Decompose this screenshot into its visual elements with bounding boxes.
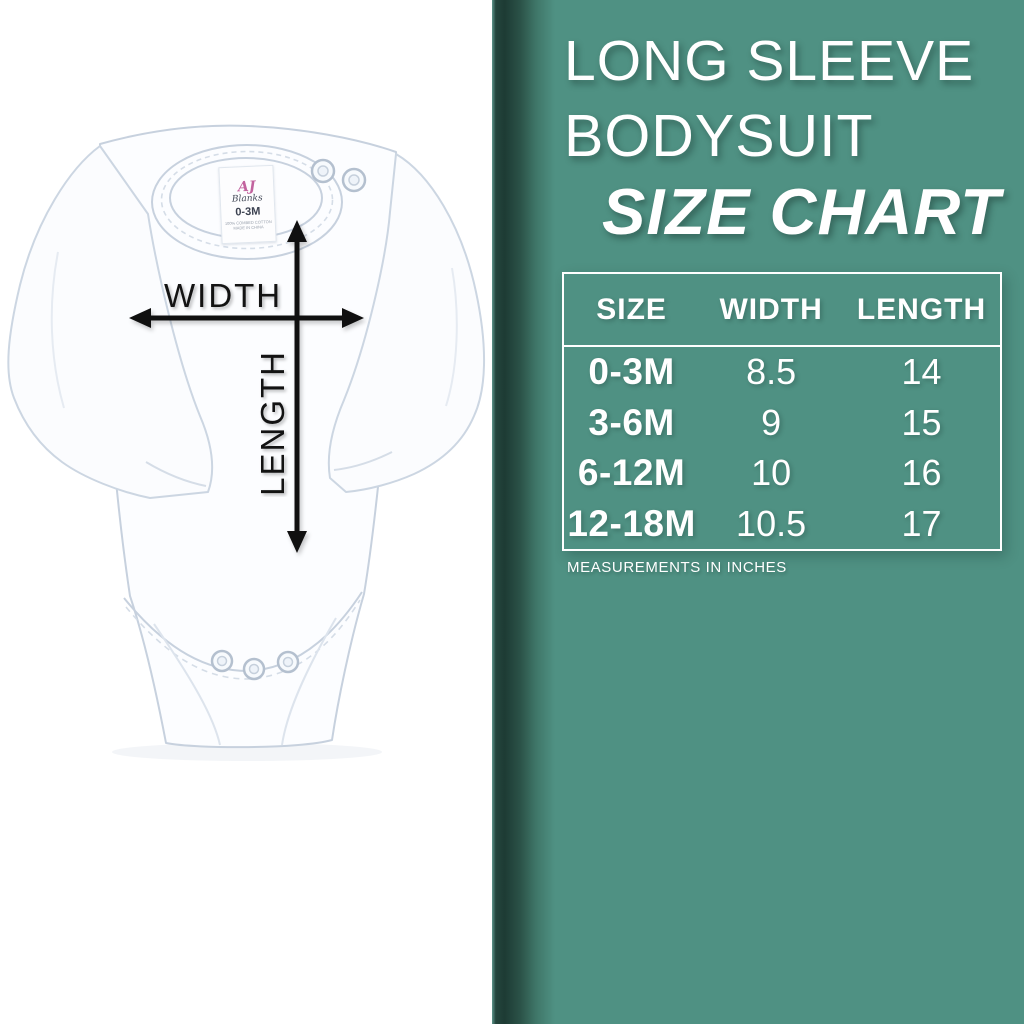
brand-name-text: Blanks xyxy=(231,192,263,205)
width-cell: 10 xyxy=(751,452,792,494)
length-column-header: LENGTH xyxy=(856,292,987,326)
size-table-row: 0-3M 8.5 14 xyxy=(564,347,1000,398)
left-sleeve-wrinkle xyxy=(50,251,65,409)
width-measure-label: WIDTH xyxy=(164,277,283,314)
width-cell: 9 xyxy=(761,401,782,443)
width-cell: 8.5 xyxy=(746,351,797,393)
product-photo-panel: AJ Blanks 0-3M 100% COMBED COTTON MADE I… xyxy=(0,0,492,1024)
title-line-2: BODYSUIT xyxy=(564,103,874,169)
width-arrowhead-left xyxy=(129,308,151,328)
garment-neck-label: AJ Blanks 0-3M 100% COMBED COTTON MADE I… xyxy=(218,164,277,245)
length-cell: 17 xyxy=(901,502,942,544)
right-cuff-fold xyxy=(333,451,393,471)
length-cell: 14 xyxy=(901,351,942,393)
width-column-header: WIDTH xyxy=(719,292,823,326)
label-origin-text: MADE IN CHINA xyxy=(233,223,264,231)
title-line-1: LONG SLEEVE xyxy=(564,29,975,93)
length-cell: 15 xyxy=(901,401,942,443)
length-arrowhead-top xyxy=(287,220,307,242)
size-table-row: 3-6M 9 15 xyxy=(564,398,1000,449)
length-arrowhead-bottom xyxy=(287,531,307,553)
size-chart-panel: LONG SLEEVE BODYSUIT SIZE CHART SIZE WID… xyxy=(492,0,1024,1024)
size-table-header-row: SIZE WIDTH LENGTH xyxy=(564,274,1000,347)
width-arrowhead-right xyxy=(342,308,364,328)
bodysuit-illustration xyxy=(7,124,485,761)
size-cell: 12-18M xyxy=(567,502,696,544)
leg-band-stitching xyxy=(125,599,361,680)
right-sleeve xyxy=(327,153,485,493)
brand-logo-text: AJ xyxy=(237,178,256,195)
neckline-stitching xyxy=(160,150,334,250)
length-measure-text: LENGTH xyxy=(254,350,291,496)
length-cell: 16 xyxy=(901,452,942,494)
measurement-arrows xyxy=(129,220,364,553)
left-cuff-fold xyxy=(145,461,207,487)
ground-shadow xyxy=(112,743,382,761)
size-cell: 0-3M xyxy=(588,351,675,393)
left-sleeve xyxy=(7,145,214,499)
size-column-header: SIZE xyxy=(596,292,667,326)
panel-divider-shadow xyxy=(492,0,555,1024)
shoulder-snap-buttons xyxy=(310,158,367,193)
label-size-text: 0-3M xyxy=(235,204,261,219)
size-cell: 3-6M xyxy=(588,401,675,443)
right-sleeve-wrinkle xyxy=(445,267,458,407)
size-table-body: 0-3M 8.5 14 3-6M 9 15 6-12M 10 16 12-18M… xyxy=(564,347,1000,549)
bottom-snap-buttons xyxy=(210,649,300,681)
crotch-seam-left xyxy=(153,623,221,746)
width-cell: 10.5 xyxy=(736,502,807,544)
title-line-3: SIZE CHART xyxy=(602,175,1001,248)
units-note: MEASUREMENTS IN INCHES xyxy=(567,559,787,576)
crotch-seam-right xyxy=(281,617,337,746)
size-table-row: 12-18M 10.5 17 xyxy=(564,499,1000,550)
length-measure-label: LENGTH xyxy=(252,348,294,498)
size-table-row: 6-12M 10 16 xyxy=(564,448,1000,499)
size-table: SIZE WIDTH LENGTH 0-3M 8.5 14 3-6M 9 15 … xyxy=(562,272,1002,551)
size-cell: 6-12M xyxy=(577,452,686,494)
